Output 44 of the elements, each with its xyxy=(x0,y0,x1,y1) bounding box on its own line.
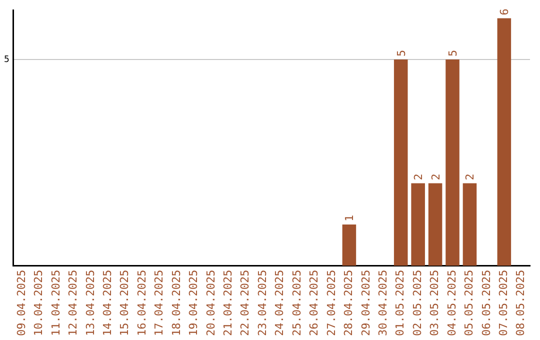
x-tick-label: 24.04.2025 xyxy=(273,270,286,336)
bar xyxy=(428,183,442,266)
x-tick-label: 15.04.2025 xyxy=(118,270,132,336)
x-tick-label: 20.04.2025 xyxy=(204,270,218,336)
x-tick-label: 05.05.2025 xyxy=(462,270,476,336)
x-tick-label: 07.05.2025 xyxy=(497,270,510,336)
x-tick-label: 19.04.2025 xyxy=(187,270,200,336)
x-tick-label: 22.04.2025 xyxy=(238,270,252,336)
x-tick-label: 23.04.2025 xyxy=(256,270,269,336)
bar xyxy=(411,183,425,266)
x-tick-label: 30.04.2025 xyxy=(376,270,390,336)
data-label: 2 xyxy=(429,174,442,180)
data-label: 2 xyxy=(412,174,426,180)
x-tick-label: 18.04.2025 xyxy=(170,270,183,336)
x-tick-label: 28.04.2025 xyxy=(342,270,356,336)
x-tick-label: 26.04.2025 xyxy=(308,270,321,336)
x-tick-label: 02.05.2025 xyxy=(410,270,424,336)
bar xyxy=(446,60,460,266)
data-label: 2 xyxy=(464,174,477,180)
data-label: 5 xyxy=(394,50,408,57)
bar xyxy=(342,224,356,266)
x-tick-label: 04.05.2025 xyxy=(445,270,458,336)
data-label: 1 xyxy=(343,214,356,222)
x-tick-label: 21.04.2025 xyxy=(222,270,235,336)
x-tick-label: 12.04.2025 xyxy=(66,270,80,336)
x-tick-label: 08.05.2025 xyxy=(514,270,528,336)
bar xyxy=(497,18,512,266)
x-tick-label: 17.04.2025 xyxy=(152,270,166,336)
x-tick-label: 16.04.2025 xyxy=(135,270,148,336)
bar xyxy=(394,60,408,266)
x-tick-label: 10.04.2025 xyxy=(32,270,46,336)
x-tick-label: 11.04.2025 xyxy=(49,270,62,336)
x-tick-label: 29.04.2025 xyxy=(359,270,372,336)
x-tick-label: 03.05.2025 xyxy=(428,270,442,336)
x-tick-label: 09.04.2025 xyxy=(14,270,28,336)
x-tick-label: 27.04.2025 xyxy=(324,270,338,336)
x-tick-label: 25.04.2025 xyxy=(290,270,304,336)
x-tick-label: 14.04.2025 xyxy=(100,270,114,336)
x-tick-label: 13.04.2025 xyxy=(84,270,97,336)
data-label: 6 xyxy=(498,8,512,16)
x-tick-label: 06.05.2025 xyxy=(480,270,493,336)
bar xyxy=(462,183,477,266)
data-label: 5 xyxy=(446,50,460,57)
x-tick-label: 01.05.2025 xyxy=(394,270,407,336)
